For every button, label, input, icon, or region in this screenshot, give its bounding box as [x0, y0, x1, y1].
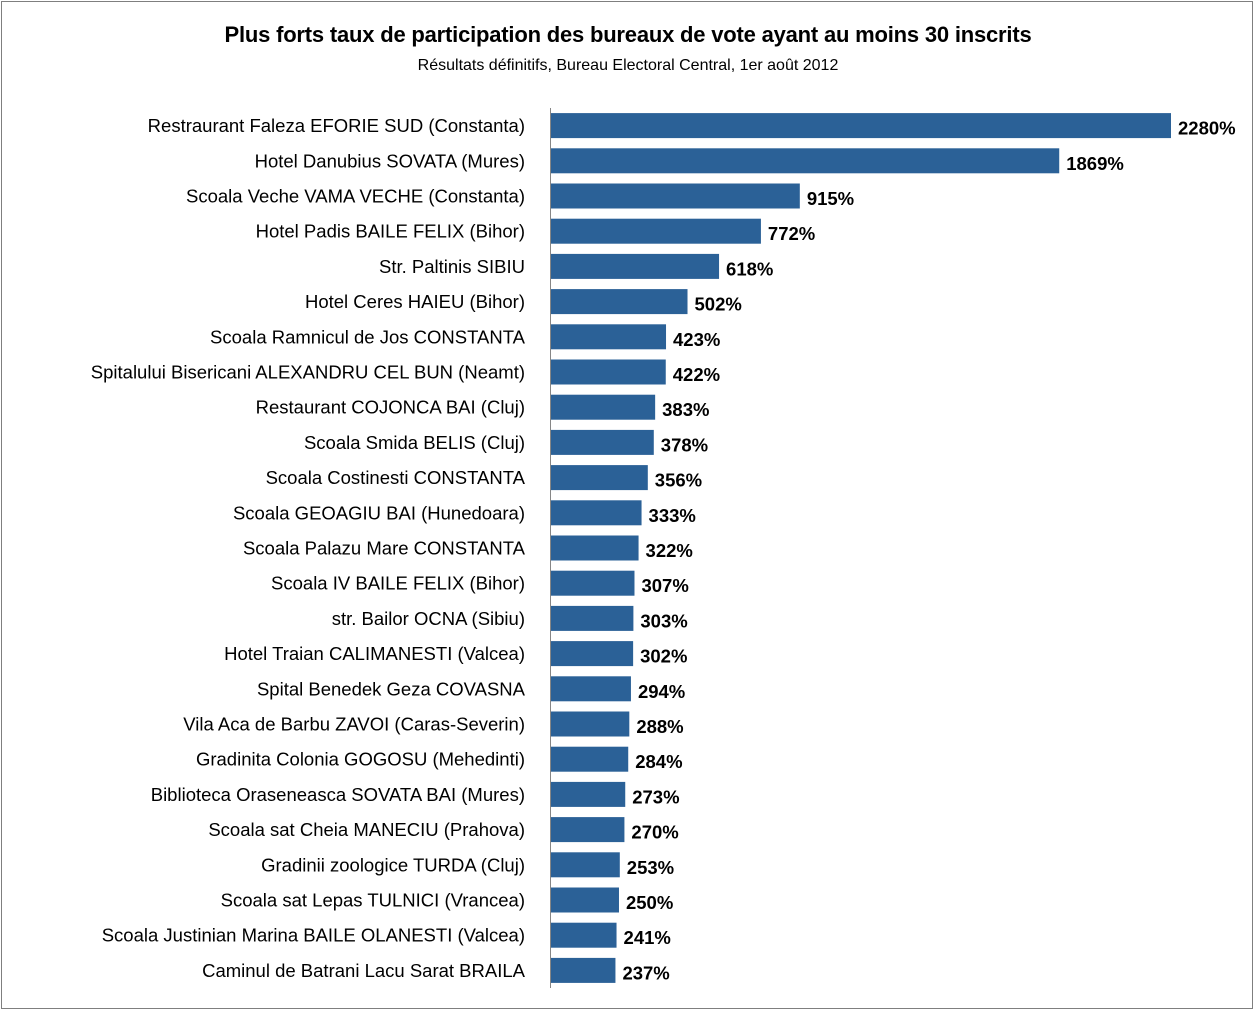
- bar-4: [551, 218, 761, 244]
- category-labels-group: Restraurant Faleza EFORIE SUD (Constanta…: [91, 115, 526, 981]
- value-label-3: 915%: [807, 188, 854, 209]
- bars-group: [551, 113, 1171, 983]
- value-label-12: 333%: [649, 505, 696, 526]
- bar-16: [551, 641, 634, 667]
- category-label-13: Scoala Palazu Mare CONSTANTA: [243, 538, 526, 559]
- bar-14: [551, 570, 635, 596]
- value-label-13: 322%: [646, 540, 693, 561]
- value-label-19: 284%: [635, 751, 682, 772]
- chart-subtitle: Résultats définitifs, Bureau Electoral C…: [417, 57, 839, 74]
- bar-1: [551, 113, 1171, 139]
- category-label-24: Scoala Justinian Marina BAILE OLANESTI (…: [102, 925, 525, 946]
- bar-3: [551, 183, 800, 209]
- value-label-14: 307%: [641, 575, 688, 596]
- category-label-2: Hotel Danubius SOVATA (Mures): [255, 150, 525, 171]
- bar-21: [551, 817, 625, 843]
- category-label-11: Scoala Costinesti CONSTANTA: [266, 467, 526, 488]
- category-label-1: Restraurant Faleza EFORIE SUD (Constanta…: [148, 115, 525, 136]
- value-label-20: 273%: [632, 786, 679, 807]
- category-label-15: str. Bailor OCNA (Sibiu): [332, 608, 525, 629]
- category-label-19: Gradinita Colonia GOGOSU (Mehedinti): [196, 749, 525, 770]
- bar-7: [551, 324, 667, 350]
- category-label-21: Scoala sat Cheia MANECIU (Prahova): [208, 819, 525, 840]
- bar-19: [551, 746, 629, 772]
- bar-10: [551, 429, 654, 455]
- bar-18: [551, 711, 630, 737]
- value-label-22: 253%: [627, 857, 674, 878]
- value-label-18: 288%: [636, 716, 683, 737]
- value-label-5: 618%: [726, 258, 773, 279]
- category-label-14: Scoala IV BAILE FELIX (Bihor): [271, 573, 525, 594]
- bar-17: [551, 676, 631, 702]
- bar-5: [551, 253, 720, 279]
- value-label-24: 241%: [624, 927, 671, 948]
- value-label-25: 237%: [622, 962, 669, 983]
- bar-6: [551, 289, 688, 315]
- bar-8: [551, 359, 666, 385]
- category-label-23: Scoala sat Lepas TULNICI (Vrancea): [221, 890, 525, 911]
- value-label-4: 772%: [768, 223, 815, 244]
- bar-11: [551, 465, 648, 491]
- category-label-10: Scoala Smida BELIS (Cluj): [304, 432, 525, 453]
- value-label-16: 302%: [640, 646, 687, 667]
- category-label-20: Biblioteca Oraseneasca SOVATA BAI (Mures…: [151, 784, 525, 805]
- bar-23: [551, 887, 619, 913]
- category-label-4: Hotel Padis BAILE FELIX (Bihor): [256, 221, 525, 242]
- category-label-22: Gradinii zoologice TURDA (Cluj): [261, 854, 525, 875]
- value-label-6: 502%: [695, 294, 742, 315]
- bar-15: [551, 605, 634, 631]
- value-label-8: 422%: [673, 364, 720, 385]
- bar-20: [551, 781, 626, 807]
- bar-9: [551, 394, 656, 420]
- value-labels-group: 2280% 1869% 915% 772% 618% 502% 423% 422% 383% 37…: [622, 118, 1235, 984]
- category-label-16: Hotel Traian CALIMANESTI (Valcea): [224, 643, 525, 664]
- value-label-9: 383%: [662, 399, 709, 420]
- category-label-25: Caminul de Batrani Lacu Sarat BRAILA: [202, 960, 526, 981]
- category-label-8: Spitalului Bisericani ALEXANDRU CEL BUN …: [91, 362, 525, 383]
- bar-13: [551, 535, 639, 561]
- bar-24: [551, 922, 617, 948]
- category-label-6: Hotel Ceres HAIEU (Bihor): [305, 291, 525, 312]
- value-label-1: 2280%: [1178, 118, 1236, 139]
- category-label-12: Scoala GEOAGIU BAI (Hunedoara): [233, 502, 525, 523]
- category-label-17: Spital Benedek Geza COVASNA: [257, 678, 526, 699]
- value-label-2: 1869%: [1066, 153, 1124, 174]
- value-label-23: 250%: [626, 892, 673, 913]
- bar-22: [551, 852, 620, 878]
- value-label-17: 294%: [638, 681, 685, 702]
- category-label-5: Str. Paltinis SIBIU: [379, 256, 525, 277]
- value-label-11: 356%: [655, 470, 702, 491]
- category-label-9: Restaurant COJONCA BAI (Cluj): [256, 397, 525, 418]
- value-label-21: 270%: [631, 822, 678, 843]
- category-label-18: Vila Aca de Barbu ZAVOI (Caras-Severin): [183, 714, 525, 735]
- bar-25: [551, 957, 616, 983]
- bar-2: [551, 148, 1060, 174]
- value-label-10: 378%: [661, 434, 708, 455]
- bar-12: [551, 500, 642, 526]
- category-label-3: Scoala Veche VAMA VECHE (Constanta): [186, 186, 525, 207]
- chart-title: Plus forts taux de participation des bur…: [224, 22, 1032, 47]
- category-label-7: Scoala Ramnicul de Jos CONSTANTA: [210, 326, 526, 347]
- value-label-7: 423%: [673, 329, 720, 350]
- value-label-15: 303%: [640, 610, 687, 631]
